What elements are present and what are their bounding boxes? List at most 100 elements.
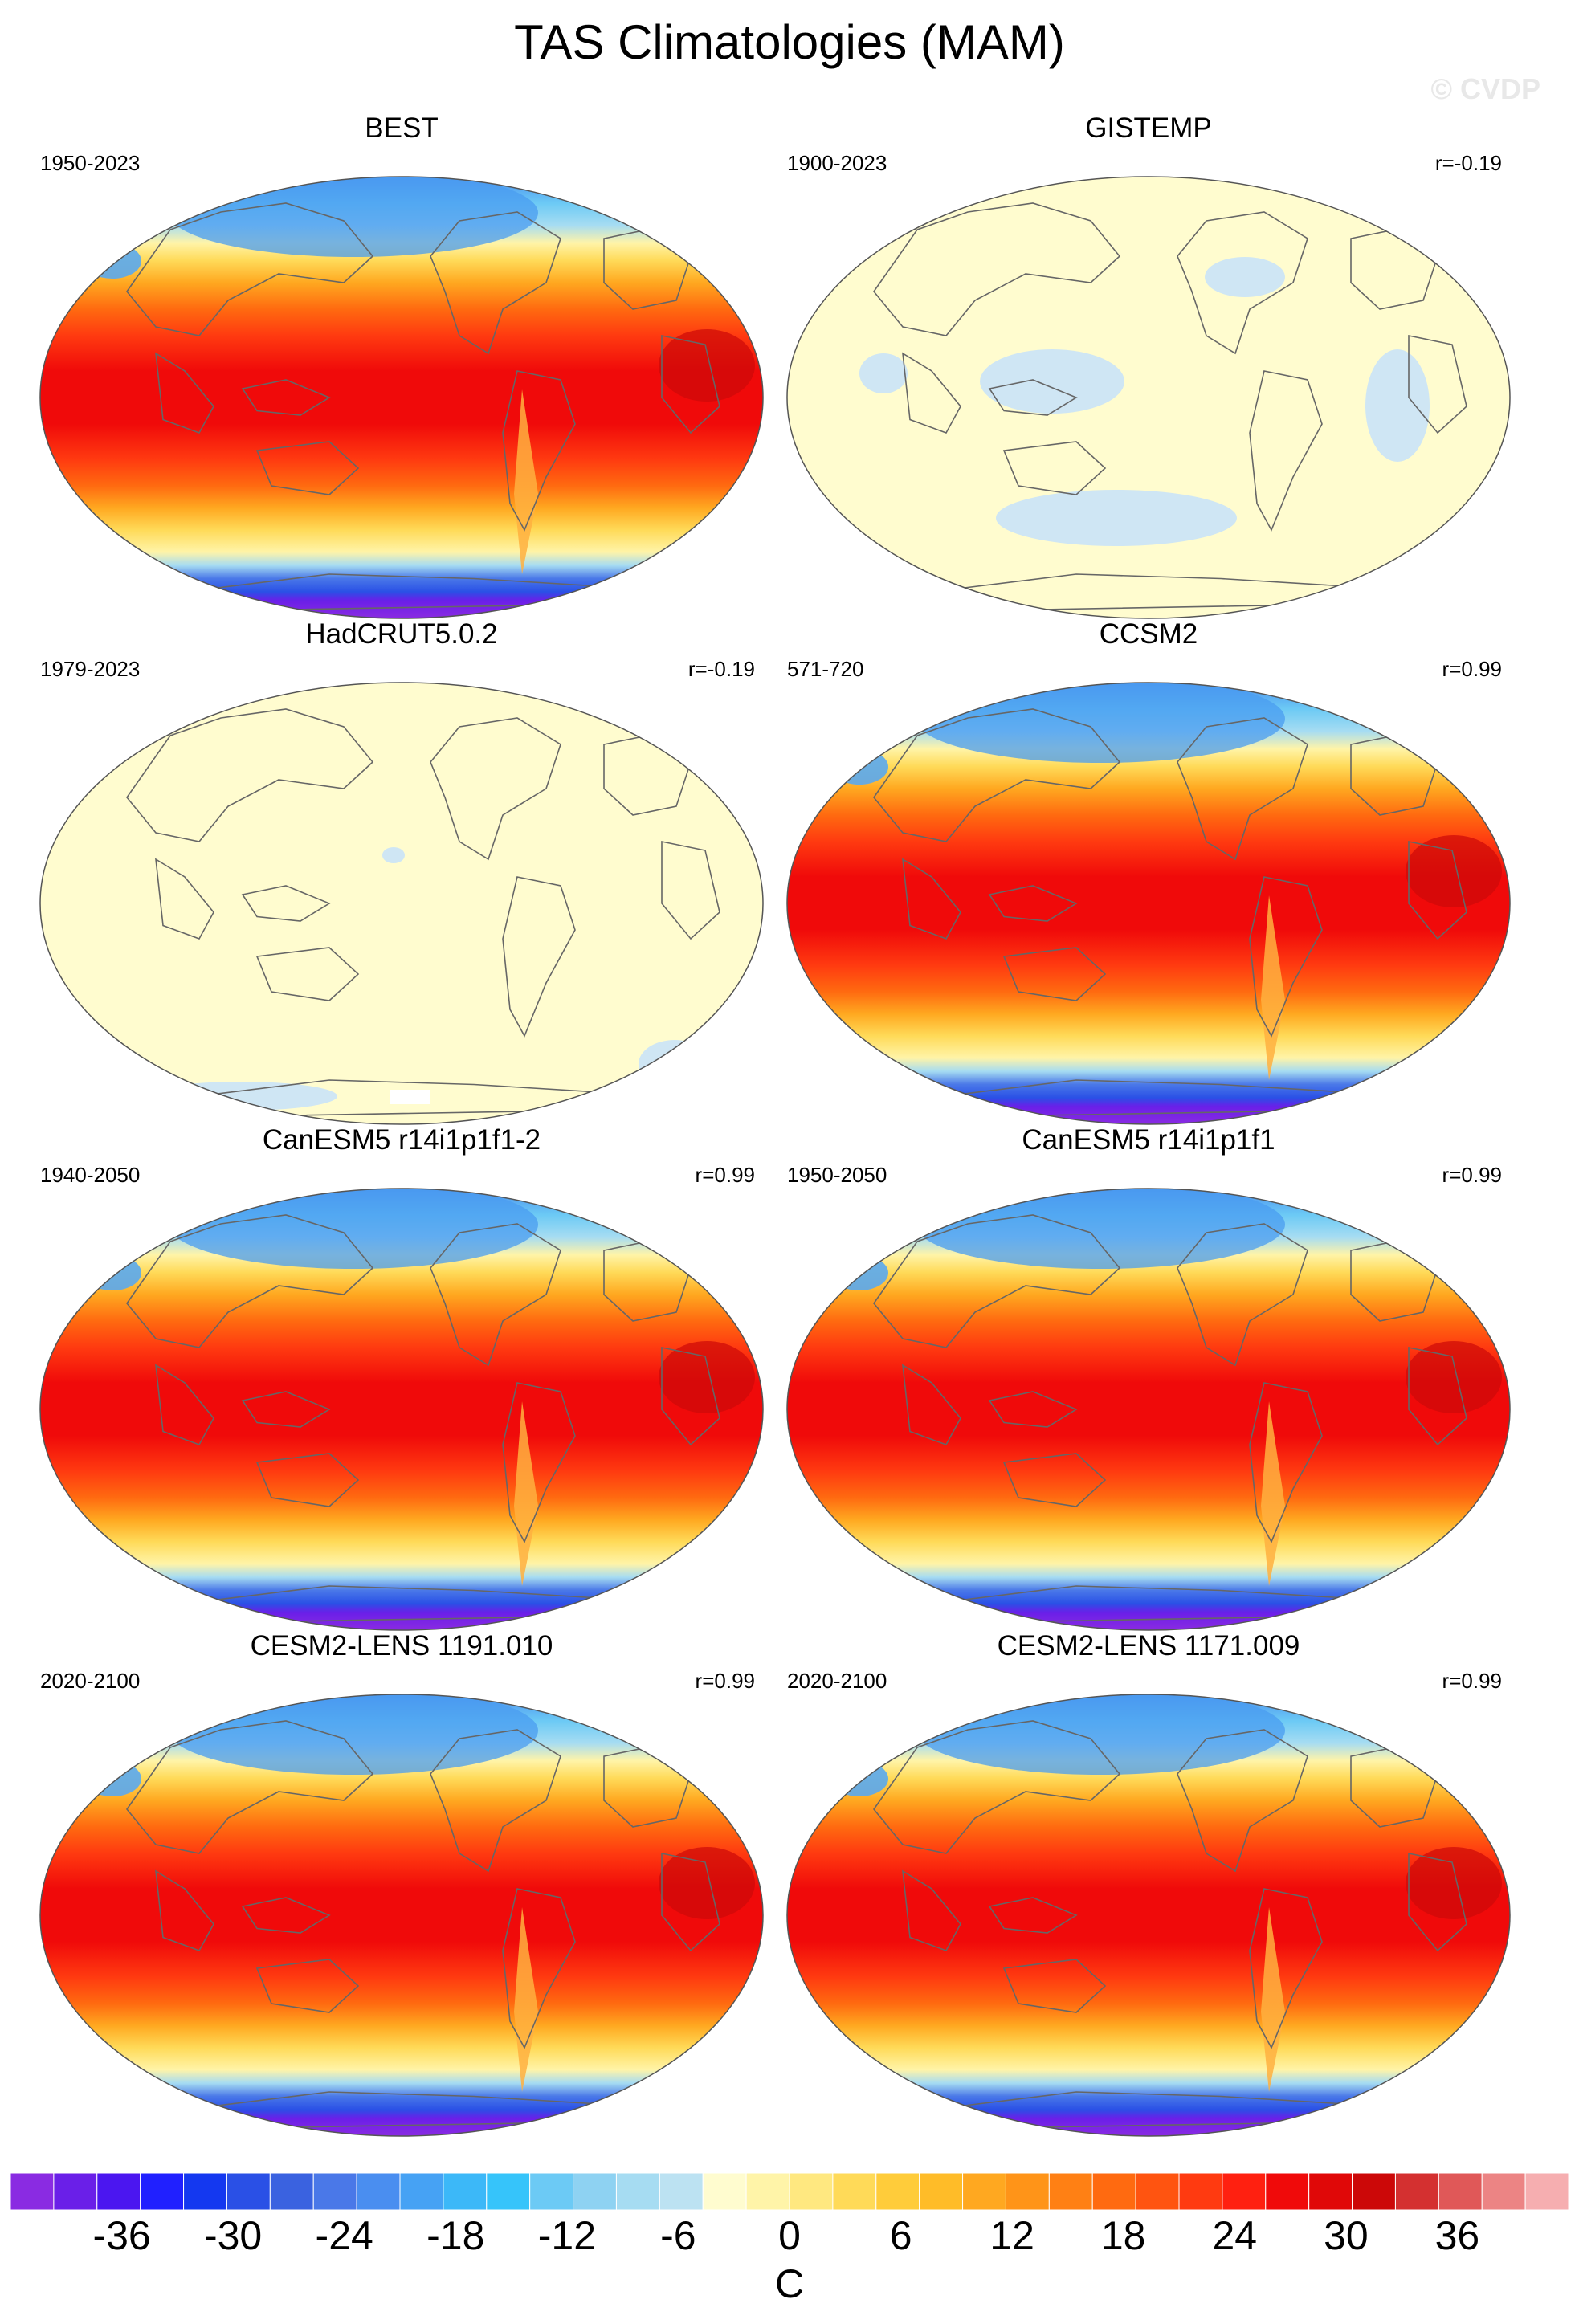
negative-anomaly — [145, 1082, 337, 1111]
coastline — [872, 202, 1121, 336]
coastline — [430, 1223, 561, 1367]
coastline — [661, 841, 720, 940]
coastline — [1002, 1453, 1107, 1507]
panel-period: 2020-2100 — [787, 1669, 887, 1693]
panel-title: BEST — [365, 112, 439, 144]
colorbar-box — [1178, 2173, 1223, 2211]
map-border — [39, 1694, 764, 2137]
colorbar-box — [1481, 2173, 1526, 2211]
coastline — [255, 1453, 360, 1507]
colorbar-box — [745, 2173, 790, 2211]
panel-correlation: r=0.99 — [695, 1163, 755, 1187]
sahara-hot-spot — [1406, 835, 1502, 907]
andes-cool-strip — [1261, 895, 1285, 1080]
tibet-cold-spot — [84, 1761, 141, 1796]
temperature-field — [787, 177, 1510, 618]
panel-correlation: r=0.99 — [695, 1669, 755, 1693]
map-projection — [39, 1188, 764, 1631]
temperature-field — [787, 1694, 1510, 2136]
coastline — [430, 211, 561, 355]
temperature-field — [787, 683, 1510, 1124]
coastline — [125, 1720, 374, 1854]
coastline — [1249, 1382, 1323, 1543]
map-border — [39, 176, 764, 619]
coastline — [155, 1869, 214, 1951]
colorbar — [10, 2173, 1569, 2211]
colorbar-box — [1135, 2173, 1180, 2211]
temperature-field — [40, 1189, 763, 1630]
figure-title: TAS Climatologies (MAM) — [514, 15, 1065, 69]
andes-cool-strip — [514, 1401, 538, 1586]
colorbar-box — [312, 2173, 357, 2211]
temperature-field — [40, 1694, 763, 2136]
colorbar-box — [356, 2173, 401, 2211]
map-projection — [786, 1694, 1511, 2137]
colorbar-box — [789, 2173, 834, 2211]
colorbar-tick-label: -30 — [203, 2213, 263, 2258]
map-panel: CCSM2 571-720 r=0.99 — [771, 618, 1526, 1125]
colorbar-tick-label: 12 — [989, 2213, 1034, 2258]
panel-correlation: r=-0.19 — [1434, 151, 1502, 175]
colorbar-box — [919, 2173, 964, 2211]
panel-period: 1900-2023 — [787, 151, 887, 175]
tibet-cold-spot — [830, 749, 888, 785]
colorbar-box — [832, 2173, 877, 2211]
panel-period: 2020-2100 — [40, 1669, 141, 1693]
sahara-hot-spot — [659, 1847, 755, 1919]
colorbar-box — [702, 2173, 747, 2211]
map-projection — [39, 1694, 764, 2137]
colorbar-box — [53, 2173, 98, 2211]
sahara-hot-spot — [659, 329, 755, 402]
colorbar-tick-label: 6 — [889, 2213, 912, 2258]
arctic-cold-region — [169, 1189, 538, 1269]
coastline — [430, 717, 561, 861]
map-border — [39, 1188, 764, 1631]
panel-correlation: r=0.99 — [1442, 657, 1502, 681]
coastline — [430, 1729, 561, 1873]
panel-title: GISTEMP — [1085, 112, 1212, 144]
map-border — [786, 176, 1511, 619]
negative-anomaly — [980, 349, 1124, 414]
colorbar-tick-label: -36 — [92, 2213, 151, 2258]
coastline — [502, 370, 576, 532]
colorbar-tick-label: -12 — [537, 2213, 597, 2258]
panel-title: CESM2-LENS 1171.009 — [997, 1630, 1300, 1661]
panel-title: CESM2-LENS 1191.010 — [250, 1630, 553, 1661]
coastline — [872, 1720, 1121, 1854]
coastline — [255, 1959, 360, 2013]
coastline — [661, 1347, 720, 1446]
panel-correlation: r=0.99 — [1442, 1163, 1502, 1187]
colorbar-tick-label: 18 — [1100, 2213, 1146, 2258]
coastline — [661, 335, 720, 434]
map-panel: CanESM5 r14i1p1f1 1950-2050 r=0.99 — [771, 1124, 1526, 1631]
colorbar-box — [1265, 2173, 1310, 2211]
coastline — [1002, 947, 1107, 1001]
coastline — [1408, 1853, 1467, 1952]
colorbar-box — [573, 2173, 617, 2211]
temperature-field — [40, 177, 763, 618]
coastline — [155, 1364, 214, 1445]
coastline — [155, 352, 214, 434]
coastline — [661, 1853, 720, 1952]
map-border — [786, 682, 1511, 1125]
tibet-cold-spot — [830, 1255, 888, 1290]
negative-anomaly — [382, 847, 405, 863]
colorbar-box — [96, 2173, 141, 2211]
coastline — [1408, 335, 1467, 434]
coastline — [241, 1391, 331, 1428]
coastline — [1177, 1729, 1308, 1873]
coastline — [125, 708, 374, 842]
map-border — [786, 1188, 1511, 1631]
map-border — [39, 682, 764, 1125]
arctic-cold-region — [916, 1189, 1285, 1269]
colorbar-tick-label: 0 — [778, 2213, 801, 2258]
panel-period: 1950-2023 — [40, 151, 141, 175]
colorbar-box — [1394, 2173, 1439, 2211]
colorbar-box — [1438, 2173, 1483, 2211]
coastline — [125, 202, 374, 336]
coastline — [502, 876, 576, 1038]
colorbar-box — [226, 2173, 271, 2211]
panel-period: 571-720 — [787, 657, 864, 681]
coastline — [1249, 1888, 1323, 2049]
negative-anomaly — [859, 353, 908, 393]
